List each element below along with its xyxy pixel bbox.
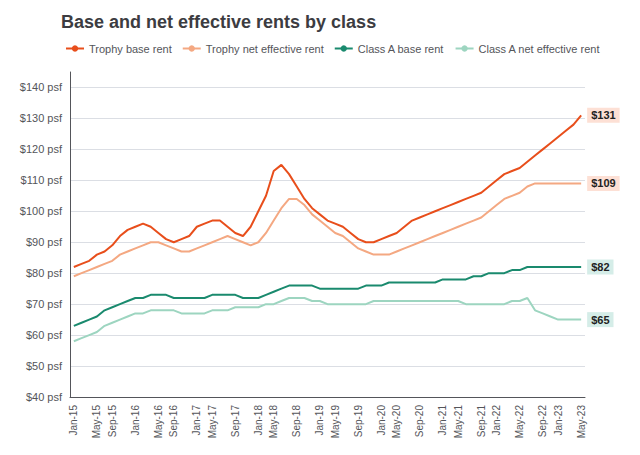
svg-text:Sep-16: Sep-16 — [168, 405, 179, 438]
svg-text:$50 psf: $50 psf — [26, 360, 63, 372]
svg-text:$90 psf: $90 psf — [26, 236, 63, 248]
svg-text:May-23: May-23 — [576, 405, 587, 439]
svg-text:Sep-21: Sep-21 — [476, 405, 487, 438]
svg-text:May-16: May-16 — [153, 405, 164, 439]
svg-text:$109: $109 — [591, 177, 615, 189]
svg-text:Jan-22: Jan-22 — [491, 405, 502, 436]
svg-text:Sep-22: Sep-22 — [537, 405, 548, 438]
svg-text:$70 psf: $70 psf — [26, 298, 63, 310]
svg-text:Base and net effective rents b: Base and net effective rents by class — [61, 12, 376, 32]
svg-text:$131: $131 — [591, 109, 615, 121]
svg-text:May-22: May-22 — [514, 405, 525, 439]
svg-text:May-21: May-21 — [453, 405, 464, 439]
svg-text:$120 psf: $120 psf — [20, 143, 63, 155]
svg-text:May-20: May-20 — [391, 405, 402, 439]
svg-text:$80 psf: $80 psf — [26, 267, 63, 279]
svg-text:Jan-17: Jan-17 — [191, 405, 202, 436]
svg-text:$65: $65 — [591, 314, 609, 326]
svg-text:May-17: May-17 — [207, 405, 218, 439]
svg-text:Jan-18: Jan-18 — [253, 405, 264, 436]
svg-text:Class A base rent: Class A base rent — [358, 43, 444, 55]
svg-text:Jan-20: Jan-20 — [376, 405, 387, 436]
svg-text:$60 psf: $60 psf — [26, 329, 63, 341]
svg-text:Jan-23: Jan-23 — [553, 405, 564, 436]
svg-text:$110 psf: $110 psf — [21, 174, 63, 186]
svg-text:Jan-16: Jan-16 — [130, 405, 141, 436]
svg-text:Jan-19: Jan-19 — [314, 405, 325, 436]
svg-text:Trophy base rent: Trophy base rent — [89, 43, 172, 55]
svg-text:May-15: May-15 — [91, 405, 102, 439]
svg-text:$100 psf: $100 psf — [20, 205, 63, 217]
svg-text:Sep-15: Sep-15 — [107, 405, 118, 438]
svg-text:Trophy net effective rent: Trophy net effective rent — [206, 43, 324, 55]
svg-text:May-19: May-19 — [330, 405, 341, 439]
svg-text:Sep-20: Sep-20 — [414, 405, 425, 438]
svg-text:Sep-19: Sep-19 — [353, 405, 364, 438]
svg-text:Jan-21: Jan-21 — [437, 405, 448, 436]
svg-text:May-18: May-18 — [268, 405, 279, 439]
svg-text:$82: $82 — [591, 261, 609, 273]
svg-text:$140 psf: $140 psf — [20, 81, 63, 93]
svg-text:$40 psf: $40 psf — [26, 391, 63, 403]
svg-text:Jan-15: Jan-15 — [68, 405, 79, 436]
svg-text:Sep-17: Sep-17 — [230, 405, 241, 438]
svg-text:$130 psf: $130 psf — [20, 112, 63, 124]
svg-text:Sep-18: Sep-18 — [291, 405, 302, 438]
svg-text:Class A net effective rent: Class A net effective rent — [479, 43, 600, 55]
